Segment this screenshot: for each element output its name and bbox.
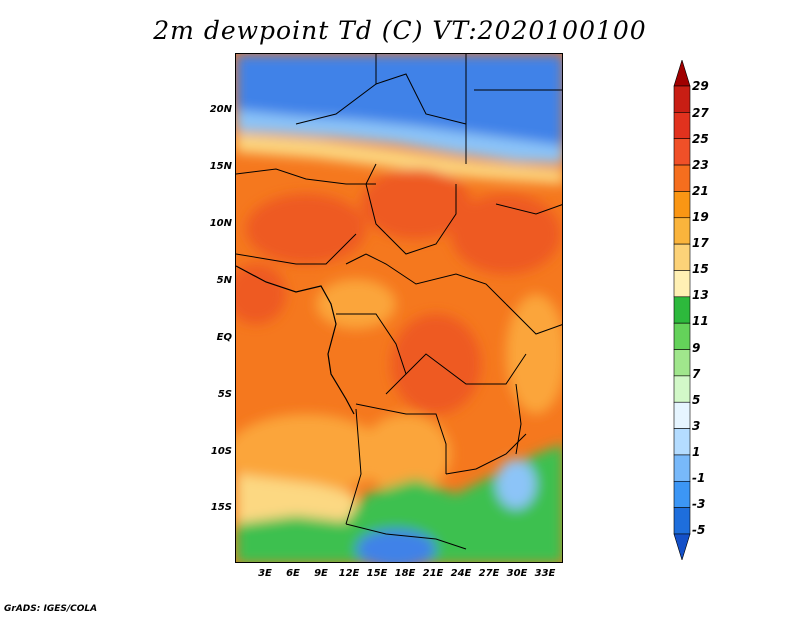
border-namibia — [345, 523, 467, 550]
border-niger-chad — [365, 163, 387, 235]
colorbar-band — [673, 375, 691, 403]
map-field — [236, 54, 562, 562]
border-chad-car — [385, 184, 457, 255]
lon-label: 9E — [314, 568, 328, 579]
lat-label: 5N — [216, 275, 232, 286]
border-uganda — [505, 303, 562, 335]
region-chad-core — [361, 169, 471, 239]
region-coast-core — [236, 264, 286, 324]
dewpoint-map — [235, 53, 563, 563]
colorbar-label: 11 — [692, 314, 709, 328]
lat-label: 5S — [217, 389, 232, 400]
colorbar-label: 19 — [692, 210, 709, 224]
colorbar-label: 13 — [692, 288, 709, 302]
lat-label: 10S — [210, 446, 232, 457]
colorbar-label: 9 — [692, 341, 701, 355]
colorbar-band — [673, 164, 691, 192]
colorbar-band — [673, 296, 691, 324]
border-drc-east — [405, 353, 527, 385]
colorbar-band — [673, 191, 691, 219]
lon-label: 12E — [338, 568, 360, 579]
colorbar-label: 27 — [692, 106, 709, 120]
colorbar-band — [673, 322, 691, 350]
colorbar-label: -3 — [692, 497, 706, 511]
border-angola-west — [345, 408, 362, 525]
colorbar-band — [673, 507, 691, 535]
colorbar-label: -1 — [692, 471, 706, 485]
colorbar-band — [673, 243, 691, 271]
colorbar-band — [673, 60, 691, 87]
border-zambia-north — [445, 433, 527, 475]
region-atlantic-light — [236, 414, 386, 494]
colorbar-band — [673, 85, 691, 113]
colorbar-label: 5 — [692, 393, 701, 407]
region-sahel-moist-edge — [236, 134, 562, 184]
lon-label: 30E — [506, 568, 528, 579]
region-sahara-dry — [236, 54, 562, 154]
colorbar-label: 15 — [692, 262, 709, 276]
lon-label: 24E — [450, 568, 472, 579]
region-congo-core — [391, 314, 481, 414]
colorbar-band — [673, 349, 691, 377]
lon-label: 15E — [366, 568, 388, 579]
lat-label: 20N — [209, 104, 232, 115]
border-libya-chad — [375, 73, 467, 125]
lon-label: 21E — [422, 568, 444, 579]
border-algeria-niger — [295, 54, 377, 125]
lon-label: 18E — [394, 568, 416, 579]
region-angola-light — [361, 414, 451, 494]
country-borders — [236, 54, 562, 550]
lat-label: EQ — [216, 332, 232, 343]
colorbar — [673, 60, 691, 560]
colorbar-label: 1 — [692, 445, 701, 459]
colorbar-band — [673, 401, 691, 429]
colorbar-band — [673, 480, 691, 508]
border-car-congo — [345, 253, 507, 305]
colorbar-label: 7 — [692, 367, 701, 381]
colorbar-label: 25 — [692, 132, 709, 146]
colorbar-band — [673, 533, 691, 560]
border-niger-nigeria — [236, 168, 376, 185]
border-angola-drc — [355, 403, 447, 474]
colorbar-band — [673, 217, 691, 245]
colorbar-label: 3 — [692, 419, 701, 433]
lat-label: 10N — [209, 218, 232, 229]
colorbar-bands — [673, 60, 691, 560]
region-sahel-transition — [236, 110, 562, 164]
colorbar-band — [673, 270, 691, 298]
region-nigeria-core — [246, 194, 366, 264]
colorbar-band — [673, 138, 691, 166]
colorbar-label: 29 — [692, 79, 709, 93]
region-cameroon-light — [316, 279, 396, 329]
lat-label: 15S — [210, 502, 232, 513]
border-nigeria-south — [236, 233, 357, 265]
region-southern-pale — [236, 474, 356, 524]
lat-label: 15N — [209, 161, 232, 172]
coastline-atlantic — [236, 265, 355, 415]
lon-label: 27E — [478, 568, 500, 579]
border-sudan-south — [495, 203, 562, 215]
lon-label: 33E — [534, 568, 556, 579]
region-southern-green — [236, 444, 562, 562]
grads-credit: GrADS: IGES/COLA — [4, 604, 98, 614]
colorbar-label: -5 — [692, 523, 706, 537]
lon-label: 6E — [286, 568, 300, 579]
border-tanganyika — [515, 383, 522, 455]
colorbar-label: 21 — [692, 184, 709, 198]
region-east-africa-light — [506, 294, 562, 414]
colorbar-band — [673, 112, 691, 140]
colorbar-label: 23 — [692, 158, 709, 172]
colorbar-band — [673, 428, 691, 456]
colorbar-band — [673, 454, 691, 482]
lon-label: 3E — [258, 568, 272, 579]
border-congo-drc — [336, 313, 407, 395]
colorbar-label: 17 — [692, 236, 709, 250]
map-title: 2m dewpoint Td (C) VT:2020100100 — [153, 16, 647, 45]
region-sudan-core — [451, 194, 561, 274]
region-zambia-dry — [496, 459, 536, 509]
